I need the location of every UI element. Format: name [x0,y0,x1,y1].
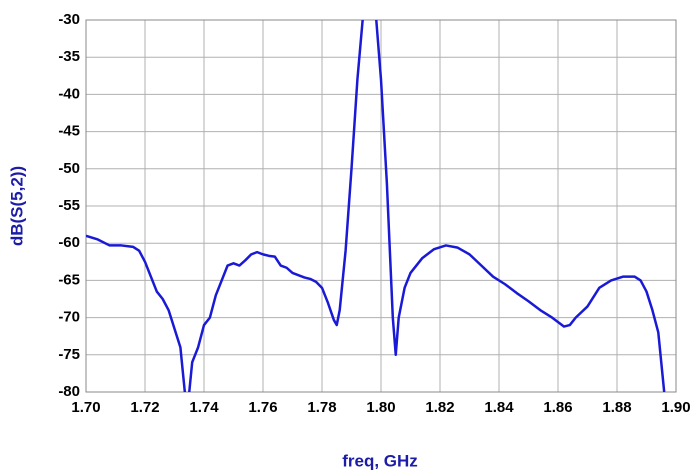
x-tick-label: 1.88 [602,399,631,416]
x-axis-label: freq, GHz [342,451,418,470]
x-tick-label: 1.80 [366,399,395,416]
y-tick-label: -65 [58,271,80,288]
y-tick-label: -55 [58,197,80,214]
y-tick-label: -60 [58,234,80,251]
series-line [86,20,666,392]
y-tick-label: -70 [58,309,80,326]
x-tick-label: 1.76 [248,399,277,416]
x-tick-label: 1.90 [661,399,690,416]
x-tick-label: 1.84 [484,399,514,416]
y-tick-label: -35 [58,48,80,65]
y-tick-label: -50 [58,160,80,177]
x-tick-label: 1.72 [130,399,159,416]
x-tick-label: 1.86 [543,399,572,416]
x-tick-label: 1.82 [425,399,454,416]
y-axis-label: dB(S(5,2)) [7,166,26,246]
y-tick-label: -30 [58,11,80,28]
y-tick-label: -40 [58,85,80,102]
x-tick-label: 1.78 [307,399,336,416]
plot-frame [85,19,677,393]
y-tick-label: -45 [58,123,80,140]
y-tick-label: -75 [58,346,80,363]
y-tick-label: -80 [58,383,80,400]
x-tick-label: 1.74 [189,399,219,416]
x-tick-label: 1.70 [71,399,100,416]
